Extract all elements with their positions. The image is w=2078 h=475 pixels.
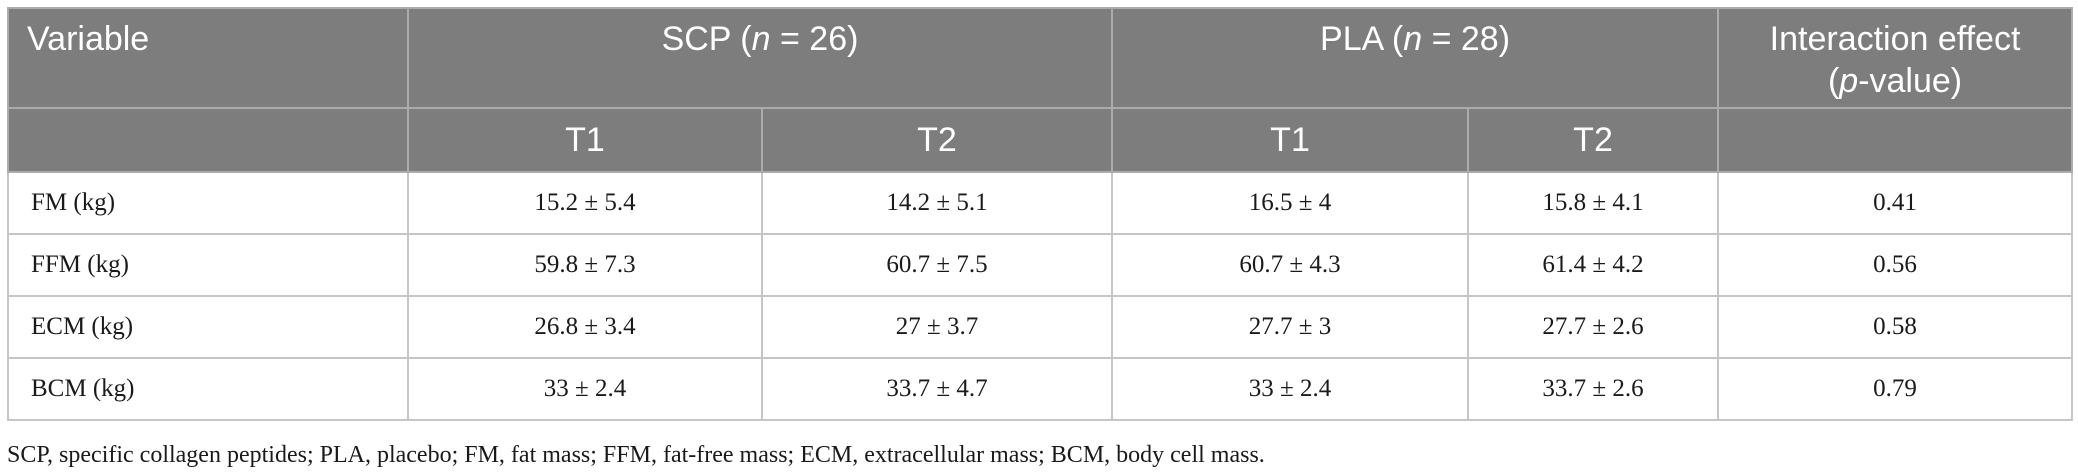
cell-scp-t1: 15.2 ± 5.4: [407, 171, 763, 235]
header-interaction: Interaction effect (p-value): [1717, 7, 2074, 109]
table-row: FFM (kg) 59.8 ± 7.3 60.7 ± 7.5 60.7 ± 4.…: [7, 233, 2074, 297]
cell-variable: BCM (kg): [7, 357, 409, 421]
cell-variable: FFM (kg): [7, 233, 409, 297]
cell-pla-t1: 27.7 ± 3: [1111, 295, 1470, 359]
cell-pla-t1: 60.7 ± 4.3: [1111, 233, 1470, 297]
table-row: BCM (kg) 33 ± 2.4 33.7 ± 4.7 33 ± 2.4 33…: [7, 357, 2074, 421]
cell-variable: ECM (kg): [7, 295, 409, 359]
cell-scp-t2: 27 ± 3.7: [760, 295, 1114, 359]
cell-pla-t2: 33.7 ± 2.6: [1467, 357, 1720, 421]
header-pla-t1: T1: [1111, 107, 1470, 173]
cell-variable: FM (kg): [7, 171, 409, 235]
header-sub-empty-right: [1717, 107, 2074, 173]
cell-p-value: 0.58: [1717, 295, 2074, 359]
header-row-sub: T1 T2 T1 T2: [7, 107, 2074, 173]
results-table: Variable SCP (n = 26) PLA (n = 28) Inter…: [7, 7, 2074, 421]
cell-scp-t2: 60.7 ± 7.5: [760, 233, 1114, 297]
header-scp-t1: T1: [407, 107, 763, 173]
header-variable: Variable: [7, 7, 409, 109]
cell-scp-t1: 26.8 ± 3.4: [407, 295, 763, 359]
cell-scp-t2: 33.7 ± 4.7: [760, 357, 1114, 421]
header-scp-t2: T2: [760, 107, 1114, 173]
header-sub-empty: [7, 107, 409, 173]
table-container: Variable SCP (n = 26) PLA (n = 28) Inter…: [7, 7, 2074, 421]
cell-pla-t1: 16.5 ± 4: [1111, 171, 1470, 235]
table-caption: SCP, specific collagen peptides; PLA, pl…: [7, 442, 1265, 468]
cell-pla-t2: 15.8 ± 4.1: [1467, 171, 1720, 235]
header-pla: PLA (n = 28): [1111, 7, 1720, 109]
cell-p-value: 0.41: [1717, 171, 2074, 235]
header-pla-t2: T2: [1467, 107, 1720, 173]
table-row: FM (kg) 15.2 ± 5.4 14.2 ± 5.1 16.5 ± 4 1…: [7, 171, 2074, 235]
cell-scp-t1: 33 ± 2.4: [407, 357, 763, 421]
header-row-main: Variable SCP (n = 26) PLA (n = 28) Inter…: [7, 7, 2074, 109]
cell-scp-t1: 59.8 ± 7.3: [407, 233, 763, 297]
table-row: ECM (kg) 26.8 ± 3.4 27 ± 3.7 27.7 ± 3 27…: [7, 295, 2074, 359]
header-scp: SCP (n = 26): [406, 7, 1114, 109]
cell-pla-t1: 33 ± 2.4: [1111, 357, 1470, 421]
cell-p-value: 0.79: [1717, 357, 2074, 421]
cell-scp-t2: 14.2 ± 5.1: [760, 171, 1114, 235]
cell-pla-t2: 27.7 ± 2.6: [1467, 295, 1720, 359]
cell-pla-t2: 61.4 ± 4.2: [1467, 233, 1720, 297]
cell-p-value: 0.56: [1717, 233, 2074, 297]
